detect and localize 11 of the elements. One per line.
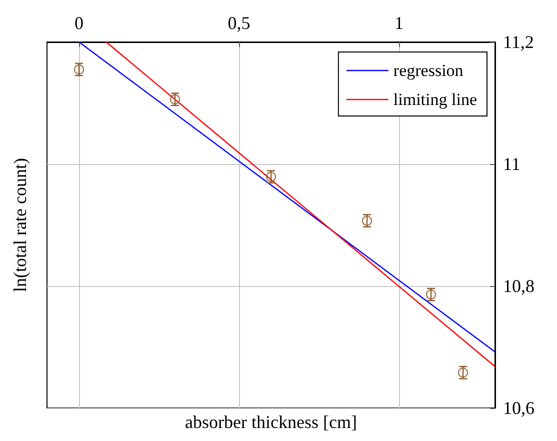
legend-label: limiting line	[393, 90, 478, 109]
y-tick-label: 11,2	[503, 32, 534, 52]
legend-label: regression	[393, 61, 464, 80]
x-axis-title: absorber thickness [cm]	[185, 412, 357, 432]
x-tick-label: 0	[74, 13, 84, 33]
y-axis-title: ln(total rate count)	[10, 158, 30, 292]
x-tick-label: 0,5	[228, 13, 250, 33]
y-tick-label: 10,8	[503, 276, 534, 296]
y-tick-label: 10,6	[503, 398, 534, 418]
x-tick-label: 1	[394, 13, 404, 33]
y-tick-label: 11	[503, 154, 520, 174]
